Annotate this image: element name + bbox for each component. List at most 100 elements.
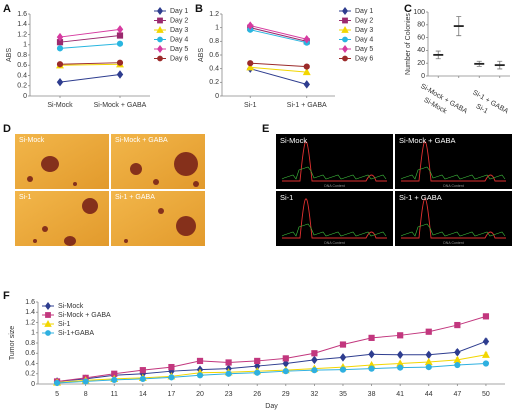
colony — [33, 239, 37, 243]
marker — [339, 341, 347, 348]
x-tick-label: 17 — [168, 391, 176, 398]
y-tick-label: 1.6 — [17, 11, 27, 18]
series-line — [250, 27, 307, 42]
image-label: Si-Mock + GABA — [399, 136, 455, 145]
image-label: Si-Mock — [19, 137, 45, 144]
marker — [311, 367, 318, 374]
colony — [153, 179, 159, 185]
legend-label: Si-Mock — [58, 303, 84, 310]
y-tick-label: 0 — [421, 73, 425, 80]
marker — [247, 60, 254, 67]
x-tick-label: 29 — [282, 391, 290, 398]
x-tick-label: 11 — [111, 391, 118, 398]
marker — [282, 368, 289, 375]
colony — [124, 239, 128, 243]
y-tick-label: 0.8 — [17, 52, 27, 59]
y-tick-label: 1.4 — [25, 309, 35, 316]
series-line — [57, 340, 487, 382]
marker — [397, 364, 404, 371]
y-tick-label: 0.6 — [17, 62, 27, 69]
x-tick-label: 14 — [139, 391, 147, 398]
colony — [158, 208, 164, 214]
x-tick-label: 23 — [225, 391, 233, 398]
image-label: Si-1 + GABA — [399, 193, 442, 202]
panel-label: A — [3, 3, 11, 15]
y-tick-label: 100 — [413, 9, 425, 16]
series-line — [59, 43, 121, 49]
marker — [157, 17, 163, 24]
x-tick-label: Si-1 — [244, 102, 257, 109]
series-line — [57, 354, 487, 383]
marker — [254, 357, 261, 365]
marker — [53, 379, 61, 387]
marker — [339, 366, 347, 373]
trace — [400, 166, 506, 180]
marker — [156, 6, 164, 16]
series-line — [59, 63, 121, 66]
marker — [454, 321, 461, 329]
marker — [425, 363, 432, 371]
series-line — [250, 68, 307, 85]
colony — [42, 226, 48, 232]
marker — [341, 44, 349, 54]
cell-cycle-peak — [401, 198, 506, 239]
marker — [111, 376, 118, 383]
panel-label: B — [195, 3, 203, 15]
colony — [82, 198, 98, 214]
y-tick-label: 0.4 — [25, 360, 35, 367]
legend-label: Day 3 — [170, 27, 188, 34]
x-tick-label: 47 — [453, 391, 461, 398]
series-line — [57, 363, 486, 384]
y-tick-label: 1.2 — [17, 31, 27, 38]
image-label: Si-1 — [19, 194, 32, 201]
marker — [342, 36, 348, 43]
legend-label: Day 3 — [355, 27, 373, 34]
colony — [176, 216, 196, 236]
series-line — [59, 28, 121, 38]
marker — [225, 370, 232, 377]
y-tick-label: 60 — [417, 34, 425, 41]
y-tick-label: 0.6 — [209, 52, 219, 59]
x-tick-label: 41 — [396, 391, 404, 398]
x-tick-label: 5 — [55, 391, 59, 398]
y-tick-label: 20 — [417, 60, 425, 67]
x-tick-label: Si-Mock + GABA — [94, 102, 147, 109]
x-tick-label: Si-1 + GABA — [287, 102, 327, 109]
marker — [116, 59, 124, 66]
x-tick-label: Si-1 + GABA — [471, 89, 509, 115]
x-tick-label: 35 — [339, 391, 347, 398]
y-tick-label: 40 — [417, 47, 425, 54]
y-axis-label: Tumor size — [9, 326, 16, 360]
marker — [56, 61, 64, 68]
marker — [45, 312, 51, 318]
marker — [225, 359, 232, 366]
colony — [174, 152, 198, 176]
marker — [82, 378, 89, 385]
legend-label: Day 5 — [170, 46, 188, 53]
panel-label: E — [262, 123, 269, 135]
y-tick-label: 1.2 — [25, 319, 35, 326]
x-axis-label: Day — [265, 403, 278, 410]
marker — [196, 357, 204, 365]
marker — [56, 77, 64, 87]
marker — [341, 6, 349, 16]
x-tick-label: Si-Mock — [47, 102, 73, 109]
marker — [157, 55, 163, 62]
marker — [397, 332, 404, 339]
marker — [196, 372, 204, 379]
marker — [482, 337, 490, 346]
x-tick-label: 26 — [253, 391, 261, 398]
colony — [27, 176, 33, 182]
y-tick-label: 0 — [215, 93, 219, 100]
marker — [342, 55, 348, 62]
y-tick-label: 0.6 — [25, 350, 35, 357]
marker — [481, 350, 490, 358]
marker — [139, 367, 146, 374]
x-tick-label: 44 — [425, 391, 433, 398]
series-line — [250, 29, 307, 44]
series-line — [250, 25, 307, 40]
marker — [341, 26, 349, 33]
series-line — [59, 73, 121, 83]
colony — [64, 236, 76, 246]
marker — [156, 26, 164, 33]
